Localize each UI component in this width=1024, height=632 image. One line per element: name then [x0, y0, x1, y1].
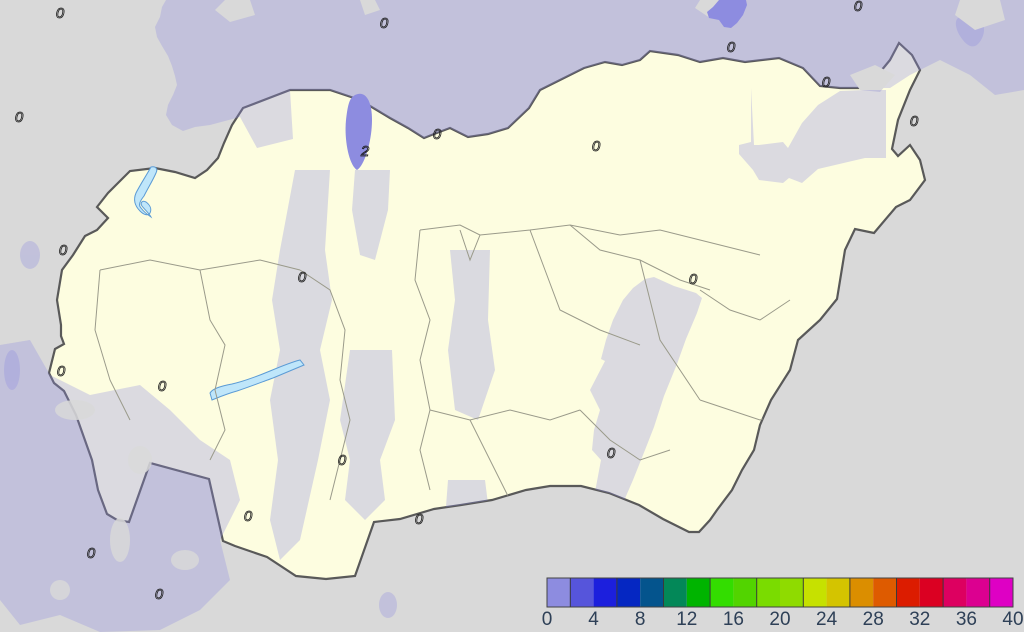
svg-text:0: 0 — [57, 363, 66, 380]
svg-text:0: 0 — [158, 378, 167, 395]
svg-text:0: 0 — [854, 0, 863, 15]
svg-text:36: 36 — [956, 609, 977, 630]
svg-text:0: 0 — [607, 445, 616, 462]
svg-text:24: 24 — [816, 609, 838, 630]
svg-text:20: 20 — [769, 609, 790, 630]
svg-text:12: 12 — [676, 609, 697, 630]
svg-text:0: 0 — [415, 511, 424, 528]
svg-text:0: 0 — [910, 113, 919, 130]
svg-text:0: 0 — [380, 15, 389, 32]
svg-text:0: 0 — [298, 269, 307, 286]
svg-text:0: 0 — [433, 126, 442, 143]
svg-text:32: 32 — [909, 609, 930, 630]
svg-text:0: 0 — [689, 271, 698, 288]
svg-text:2: 2 — [360, 143, 370, 160]
svg-text:4: 4 — [588, 609, 599, 630]
svg-text:0: 0 — [59, 242, 68, 259]
svg-text:0: 0 — [56, 5, 65, 22]
svg-text:28: 28 — [863, 609, 884, 630]
svg-text:0: 0 — [87, 545, 96, 562]
svg-text:0: 0 — [727, 39, 736, 56]
svg-text:8: 8 — [635, 609, 646, 630]
svg-text:16: 16 — [723, 609, 744, 630]
svg-text:0: 0 — [338, 452, 347, 469]
svg-text:0: 0 — [244, 508, 253, 525]
svg-text:0: 0 — [822, 74, 831, 91]
svg-text:40: 40 — [1002, 609, 1023, 630]
svg-text:0: 0 — [592, 138, 601, 155]
svg-text:0: 0 — [15, 109, 24, 126]
svg-text:0: 0 — [155, 586, 164, 603]
svg-text:0: 0 — [542, 609, 553, 630]
